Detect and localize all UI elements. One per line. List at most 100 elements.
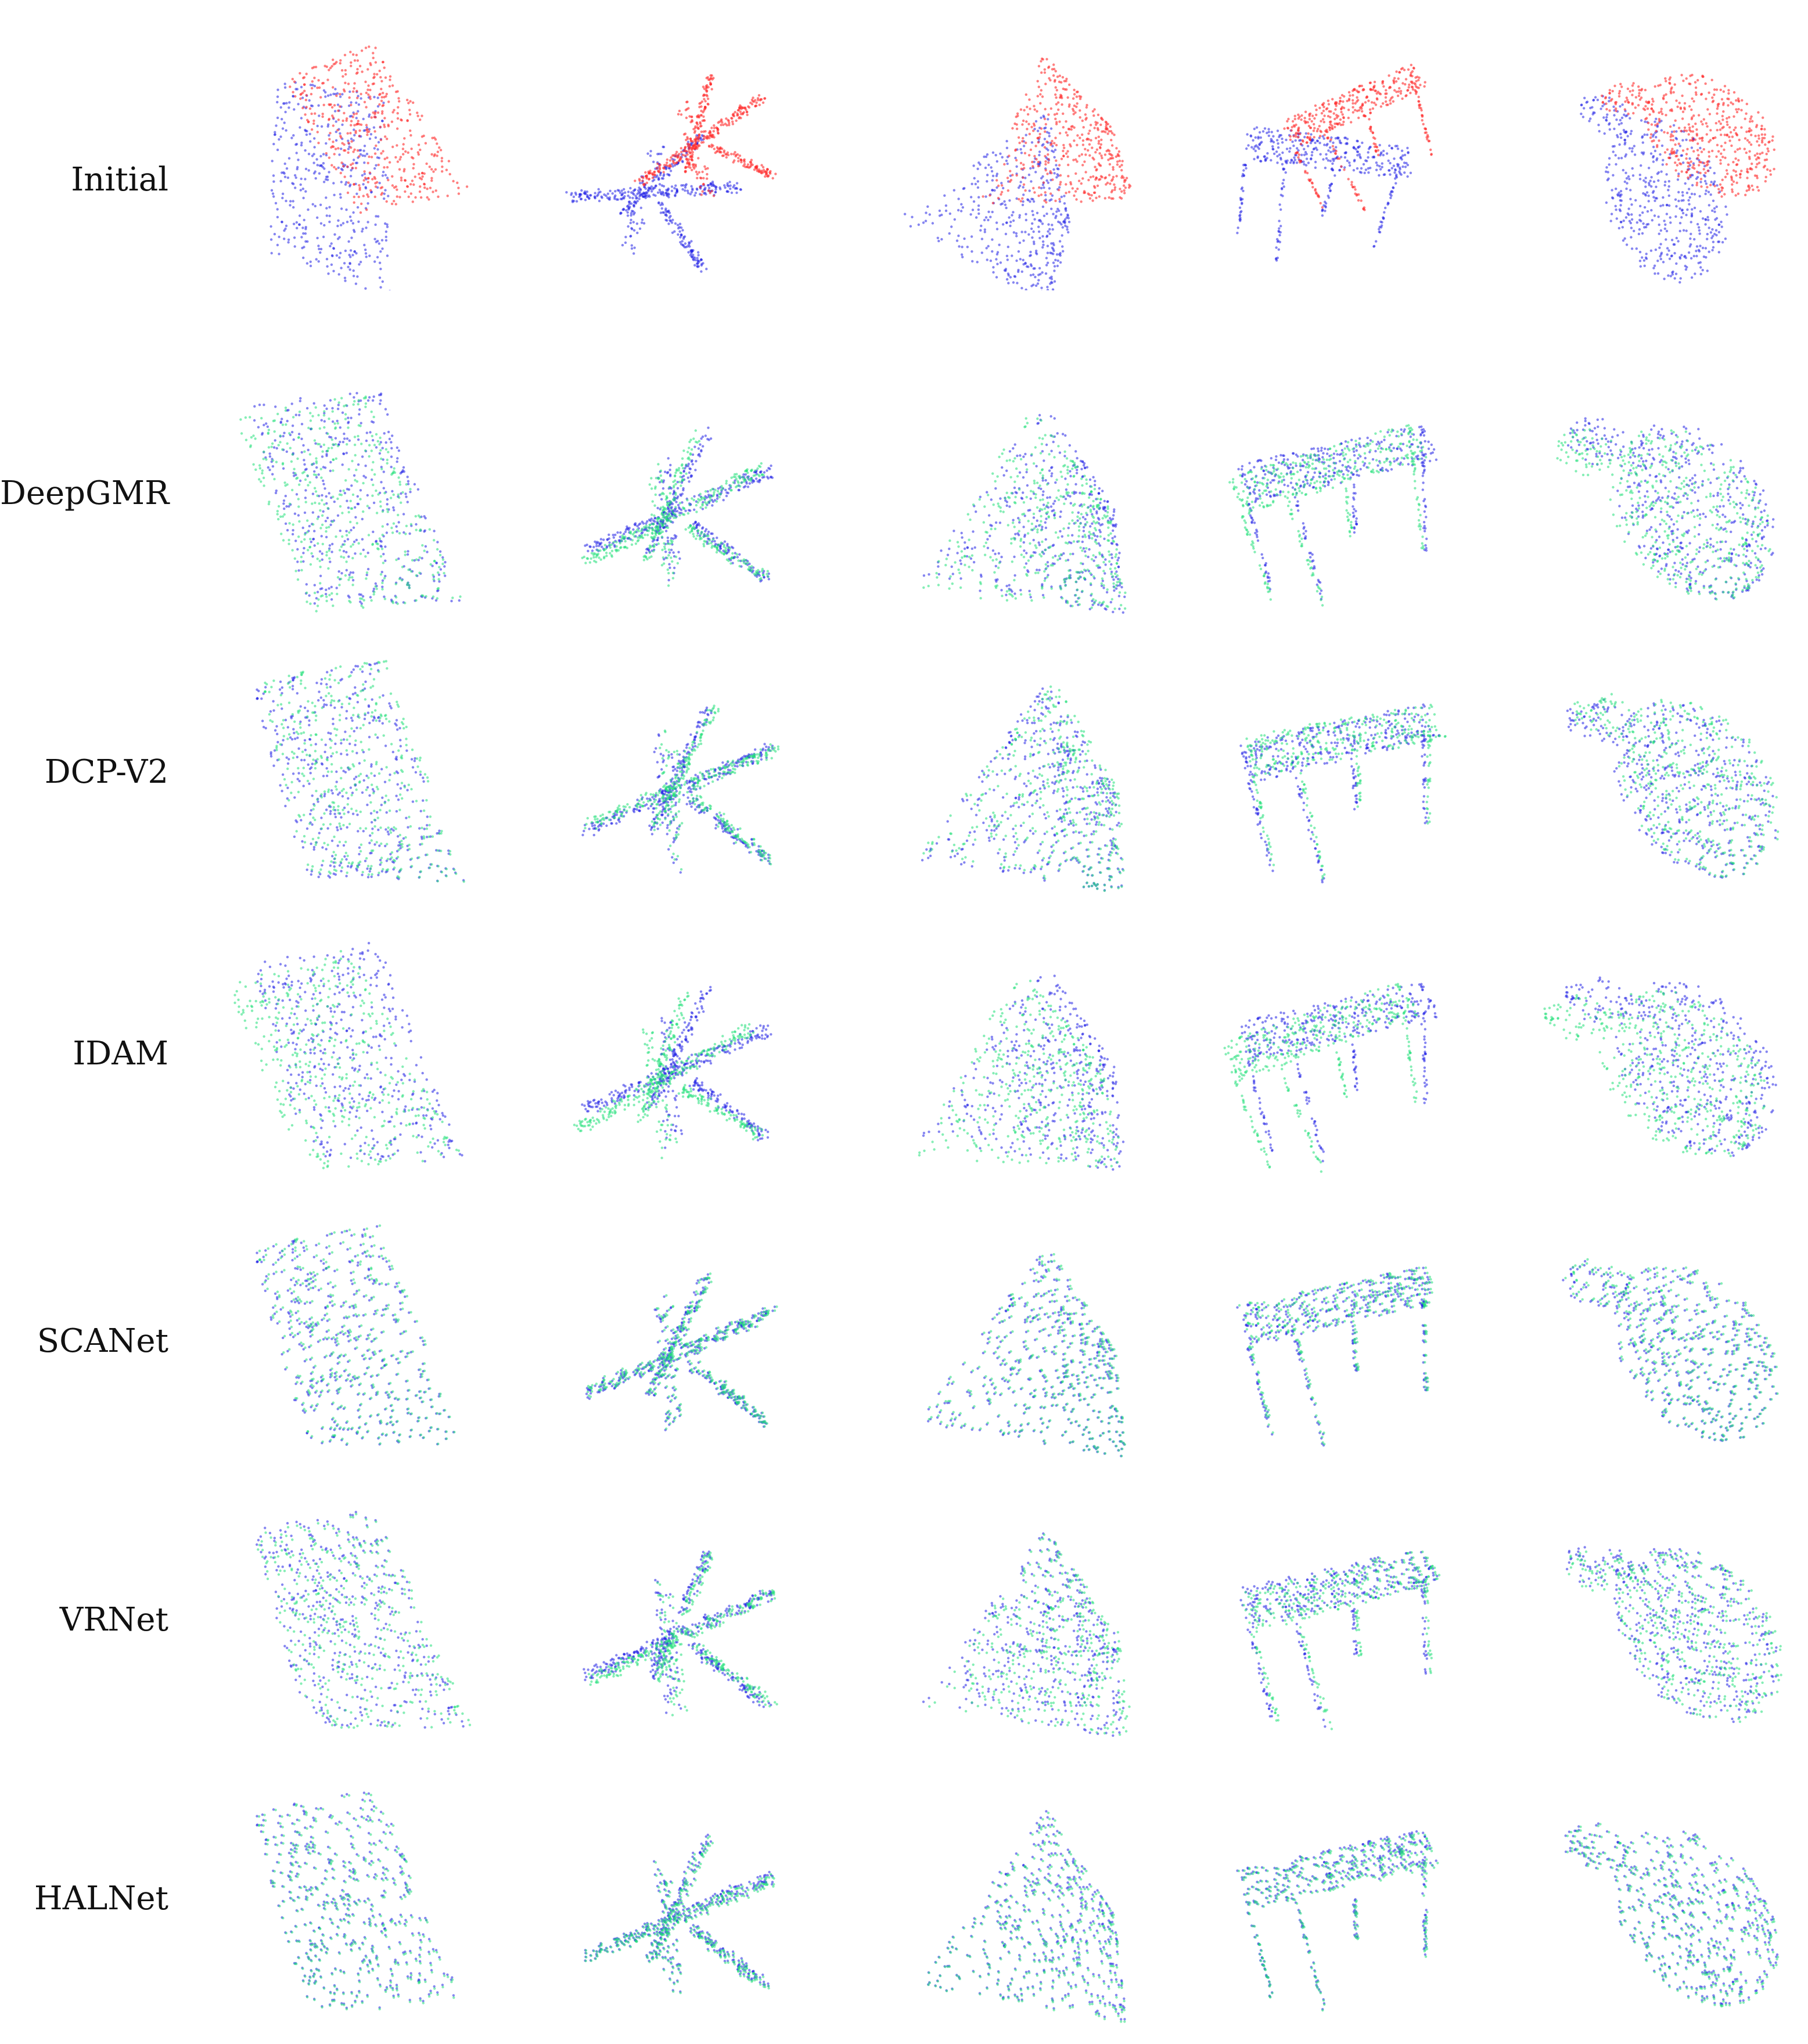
cloud-points — [903, 57, 1132, 290]
cloud-scanet-chair-cone — [854, 1202, 1156, 1475]
point-cloud-svg — [1228, 424, 1438, 607]
cloud-points — [256, 1510, 472, 1729]
cloud-initial-chair-cone — [854, 17, 1156, 290]
cloud-idam-vase — [1504, 917, 1806, 1190]
row-label-deepgmr: DeepGMR — [0, 473, 169, 514]
cloud-scanet-wall — [192, 1202, 494, 1475]
cloud-points — [1239, 703, 1447, 884]
cloud-points — [1239, 1550, 1441, 1730]
row-label-dcp: DCP-V2 — [0, 752, 168, 793]
cloud-points — [1223, 983, 1438, 1173]
cloud-halnet-airplane — [517, 1765, 819, 2038]
point-cloud-svg — [1580, 74, 1775, 284]
cloud-points — [1564, 1822, 1780, 2008]
cloud-points — [1580, 74, 1775, 284]
cloud-points — [927, 1253, 1126, 1458]
point-cloud-svg — [922, 1532, 1131, 1737]
point-cloud-svg — [1543, 976, 1777, 1157]
cloud-points — [583, 1550, 778, 1716]
cloud-scanet-vase — [1504, 1202, 1806, 1475]
point-cloud-svg — [581, 426, 774, 587]
cloud-points — [921, 685, 1125, 893]
row-label-scanet: SCANet — [0, 1321, 168, 1362]
cloud-deepgmr-wall — [192, 360, 494, 633]
cloud-points — [922, 413, 1127, 614]
point-cloud-svg — [918, 974, 1125, 1171]
cloud-idam-wall — [192, 917, 494, 1190]
cloud-points — [565, 74, 777, 273]
cloud-deepgmr-vase — [1504, 360, 1806, 633]
cloud-points — [1556, 417, 1775, 601]
cloud-dcp-vase — [1504, 639, 1806, 912]
cloud-points — [1566, 693, 1780, 879]
cloud-points — [1562, 1258, 1779, 1442]
cloud-dcp-airplane — [517, 639, 819, 912]
point-cloud-svg — [256, 1791, 455, 2011]
cloud-vrnet-chair-cone — [854, 1484, 1156, 1757]
cloud-points — [1236, 1266, 1433, 1447]
point-cloud-svg — [583, 1550, 778, 1716]
cloud-dcp-wall — [192, 639, 494, 912]
point-cloud-svg — [256, 660, 465, 883]
cloud-initial-wall — [192, 17, 494, 290]
cloud-points — [581, 704, 780, 874]
cloud-points — [256, 660, 465, 883]
point-cloud-svg — [256, 1510, 472, 1729]
cloud-halnet-table — [1179, 1765, 1481, 2038]
point-cloud-svg — [921, 685, 1125, 893]
cloud-points — [1543, 976, 1777, 1157]
cloud-scanet-airplane — [517, 1202, 819, 1475]
cloud-vrnet-wall — [192, 1484, 494, 1757]
point-cloud-svg — [233, 942, 463, 1169]
row-label-initial: Initial — [0, 160, 168, 200]
point-cloud-svg — [1556, 417, 1775, 601]
cloud-deepgmr-airplane — [517, 360, 819, 633]
point-cloud-svg — [573, 985, 772, 1160]
cloud-points — [573, 985, 772, 1160]
point-cloud-svg — [1223, 983, 1438, 1173]
cloud-initial-airplane — [517, 17, 819, 290]
point-cloud-svg — [239, 391, 462, 613]
cloud-halnet-vase — [1504, 1765, 1806, 2038]
row-label-halnet: HALNet — [0, 1879, 168, 1919]
cloud-idam-chair-cone — [854, 917, 1156, 1190]
point-cloud-svg — [1562, 1258, 1779, 1442]
point-cloud-svg — [922, 413, 1127, 614]
cloud-deepgmr-table — [1179, 360, 1481, 633]
point-cloud-svg — [1239, 703, 1447, 884]
cloud-points — [584, 1833, 775, 1995]
cloud-vrnet-airplane — [517, 1484, 819, 1757]
cloud-points — [1228, 424, 1438, 607]
cloud-vrnet-vase — [1504, 1484, 1806, 1757]
row-label-vrnet: VRNet — [0, 1600, 168, 1640]
point-cloud-svg — [1564, 1822, 1780, 2008]
cloud-halnet-chair-cone — [854, 1765, 1156, 2038]
point-cloud-svg — [584, 1833, 775, 1995]
point-cloud-svg — [903, 57, 1132, 290]
cloud-idam-table — [1179, 917, 1481, 1190]
cloud-points — [256, 1791, 455, 2011]
cloud-points — [233, 942, 463, 1169]
cloud-initial-vase — [1504, 17, 1806, 290]
point-cloud-svg — [581, 704, 780, 874]
point-cloud-svg — [269, 45, 469, 290]
point-cloud-svg — [565, 74, 777, 273]
cloud-idam-airplane — [517, 917, 819, 1190]
cloud-vrnet-table — [1179, 1484, 1481, 1757]
row-label-idam: IDAM — [0, 1034, 168, 1074]
cloud-points — [918, 974, 1125, 1171]
cloud-points — [927, 1810, 1126, 2023]
cloud-points — [585, 1272, 778, 1431]
point-cloud-svg — [927, 1253, 1126, 1458]
cloud-dcp-chair-cone — [854, 639, 1156, 912]
cloud-points — [1236, 1830, 1439, 2012]
cloud-points — [922, 1532, 1131, 1737]
point-cloud-svg — [1236, 1830, 1439, 2012]
point-cloud-svg — [1566, 693, 1780, 879]
cloud-points — [1236, 63, 1433, 262]
cloud-points — [256, 1224, 456, 1446]
point-cloud-svg — [1239, 1550, 1441, 1730]
cloud-dcp-table — [1179, 639, 1481, 912]
point-cloud-svg — [927, 1810, 1126, 2023]
